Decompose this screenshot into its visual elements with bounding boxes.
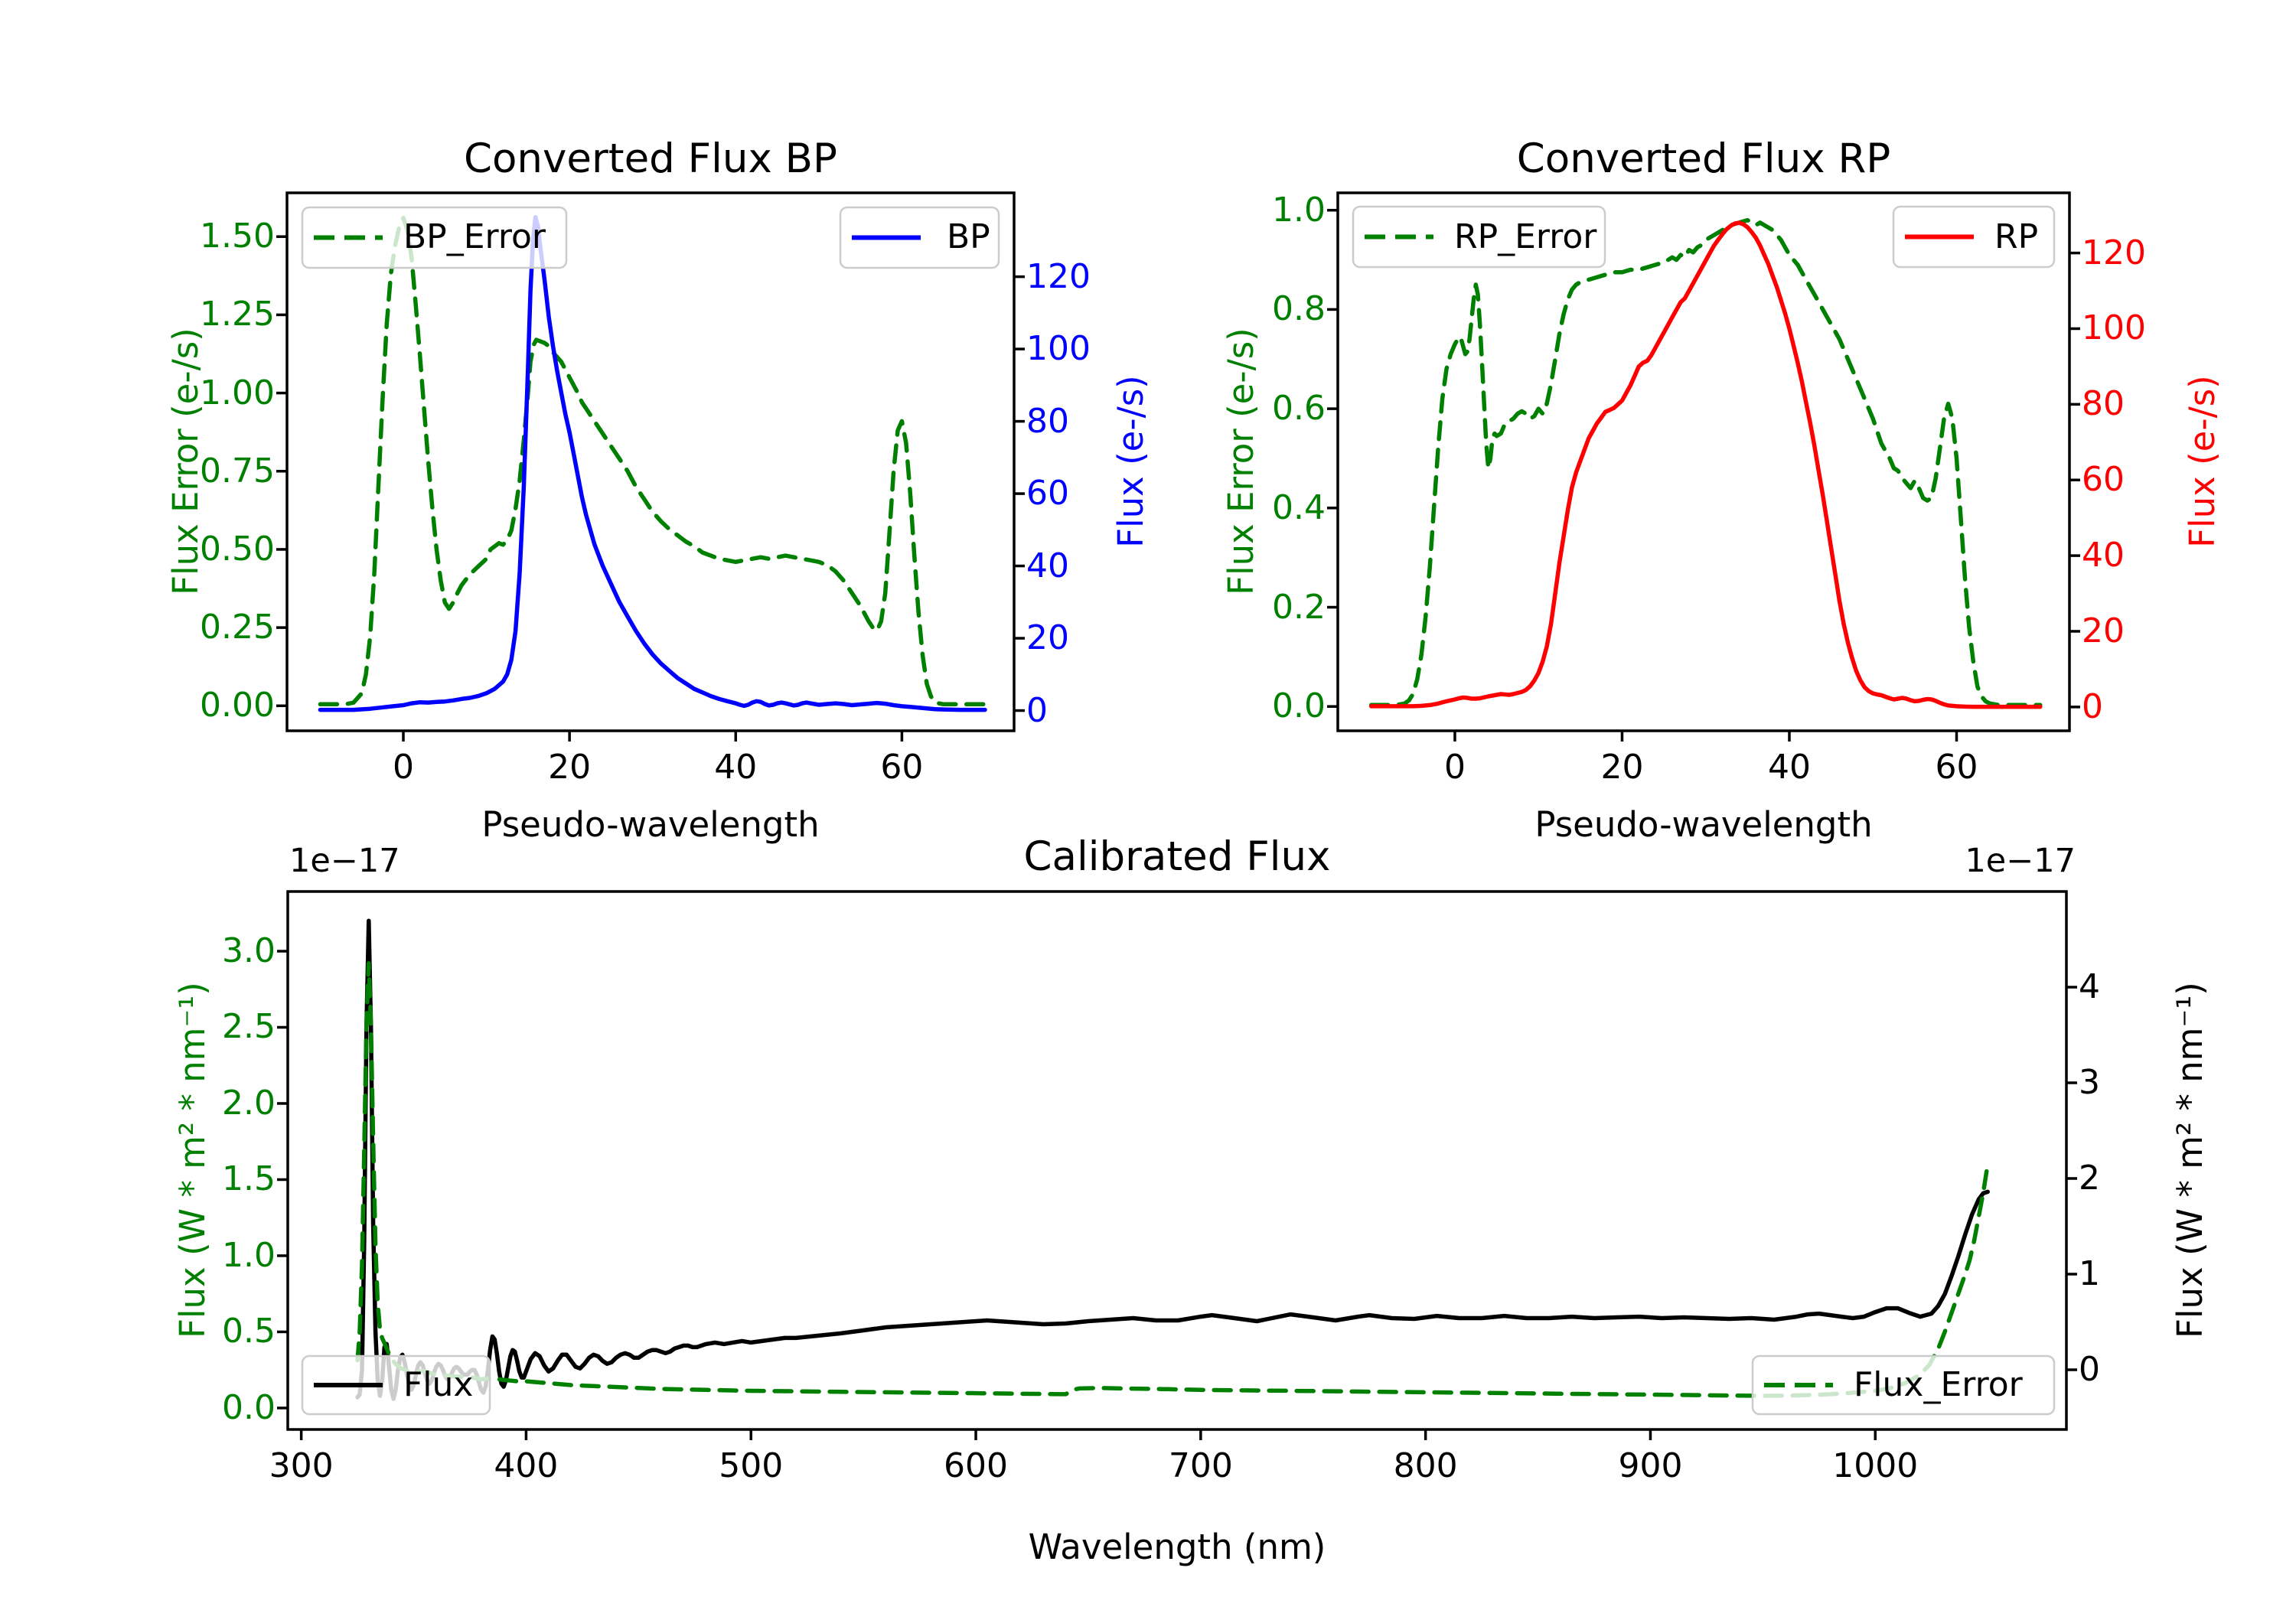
tick-label: 0 (2082, 686, 2103, 726)
tick-label: 900 (1618, 1446, 1683, 1485)
legend-box (301, 1354, 491, 1416)
tick-label: 400 (494, 1446, 559, 1485)
rp-left-y-axis-label: Flux Error (e-/s) (1221, 328, 1261, 595)
tick-label: 100 (2082, 308, 2146, 348)
tick-label: 120 (2082, 233, 2146, 272)
tick-label: 2.5 (222, 1007, 276, 1047)
legend-box (1751, 1354, 2056, 1416)
title-converted-flux-rp: Converted Flux RP (1516, 135, 1891, 182)
tick-label: 60 (2082, 460, 2125, 500)
tick-label: 0.75 (200, 451, 275, 491)
axes-spines (285, 191, 1016, 732)
tick-label: 2 (2079, 1159, 2100, 1198)
tick-label: 0 (393, 748, 414, 787)
tick-label: 0.2 (1272, 587, 1326, 627)
axes-spines (1336, 191, 2071, 732)
tick-label: 0 (1443, 748, 1466, 787)
tick-label: 1.0 (222, 1235, 276, 1275)
tick-label: 4 (2079, 967, 2100, 1006)
tick-label: 3.0 (222, 931, 276, 970)
tick-label: 0.5 (222, 1312, 276, 1351)
legend-label-bp: BP (947, 217, 990, 256)
title-converted-flux-bp: Converted Flux BP (464, 135, 837, 182)
tick-label: 40 (714, 748, 758, 787)
tick-label: 300 (269, 1446, 334, 1485)
tick-label: 2.0 (222, 1083, 276, 1123)
flux-line (355, 918, 1990, 1401)
bp-error-line (318, 215, 987, 707)
rp-error-line (1368, 217, 2043, 708)
tick-label: 1.25 (200, 295, 275, 334)
tick-label: 40 (1026, 546, 1069, 585)
left-axis-offset-text: 1e−17 (289, 842, 400, 880)
tick-label: 700 (1168, 1446, 1233, 1485)
tick-label: 1.5 (222, 1159, 276, 1199)
tick-label: 20 (2082, 611, 2125, 650)
legend-box (1352, 205, 1606, 269)
tick-label: 0 (2079, 1350, 2100, 1389)
legend-box (301, 206, 568, 269)
legend-label-bp-error: BP_Error (403, 217, 546, 256)
tick-label: 1.50 (200, 217, 275, 256)
bp-line (318, 214, 987, 712)
rp-line (1368, 220, 2043, 709)
calibrated-x-axis-label: Wavelength (nm) (1028, 1527, 1326, 1567)
tick-label: 120 (1026, 256, 1091, 296)
legend-label-rp: RP (1994, 217, 2039, 256)
tick-label: 1.00 (200, 373, 275, 412)
tick-label: 40 (2082, 536, 2125, 575)
title-calibrated-flux: Calibrated Flux (1023, 833, 1331, 880)
tick-label: 1.0 (1272, 190, 1326, 230)
tick-label: 0 (1026, 690, 1048, 730)
tick-label: 80 (1026, 401, 1069, 441)
tick-label: 100 (1026, 329, 1091, 369)
tick-label: 20 (1600, 748, 1644, 787)
legend-label-flux-error: Flux_Error (1854, 1365, 2023, 1404)
tick-label: 60 (1026, 474, 1069, 513)
rp-x-axis-label: Pseudo-wavelength (1534, 804, 1873, 845)
tick-label: 800 (1393, 1446, 1458, 1485)
axes-spines (286, 890, 2068, 1431)
flux-error-line (355, 961, 1990, 1398)
tick-label: 0.50 (200, 529, 275, 569)
tick-label: 500 (719, 1446, 784, 1485)
tick-label: 600 (944, 1446, 1009, 1485)
tick-label: 3 (2079, 1063, 2100, 1102)
tick-label: 20 (548, 748, 592, 787)
tick-label: 0.8 (1272, 289, 1326, 329)
tick-label: 0.6 (1272, 389, 1326, 429)
tick-label: 20 (1026, 618, 1069, 658)
tick-label: 1 (2079, 1254, 2100, 1293)
legend-label-rp-error: RP_Error (1454, 217, 1597, 256)
tick-label: 0.0 (1272, 686, 1326, 726)
bp-x-axis-label: Pseudo-wavelength (481, 804, 820, 845)
tick-label: 80 (2082, 384, 2125, 424)
tick-label: 0.25 (200, 608, 275, 647)
legend-label-flux: Flux (403, 1365, 474, 1404)
tick-label: 0.00 (200, 686, 275, 725)
tick-label: 0.0 (222, 1387, 276, 1427)
tick-label: 60 (880, 748, 924, 787)
tick-label: 40 (1767, 748, 1811, 787)
tick-label: 0.4 (1272, 487, 1326, 527)
right-axis-offset-text: 1e−17 (1965, 842, 2076, 880)
tick-label: 1000 (1832, 1446, 1919, 1485)
tick-label: 60 (1935, 748, 1978, 787)
